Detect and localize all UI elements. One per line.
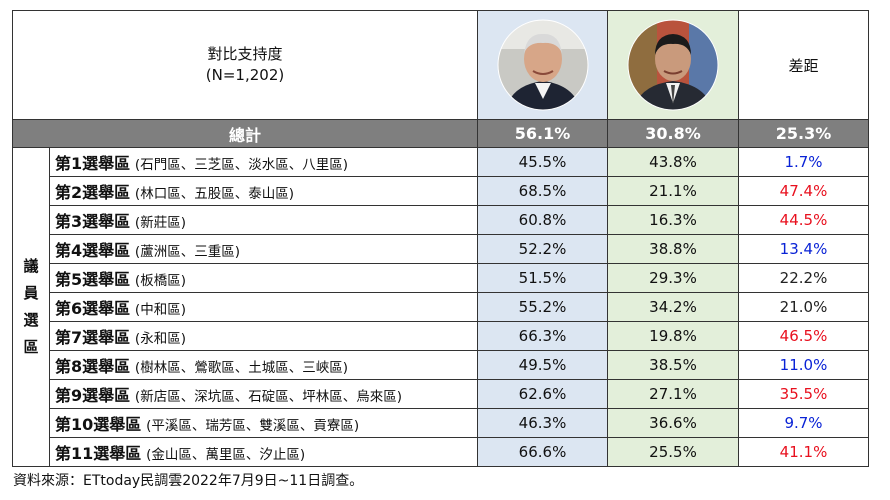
value-diff: 47.4%: [738, 176, 869, 206]
header-sample-size: (N=1,202): [205, 66, 285, 84]
value-candidate-a: 55.2%: [477, 292, 608, 322]
district-name: 第7選舉區: [55, 328, 131, 347]
district-name: 第11選舉區: [55, 444, 142, 463]
category-char: 選: [23, 311, 39, 329]
value-candidate-b: 43.8%: [607, 147, 739, 177]
table-row: 第8選舉區 (樹林區、鶯歌區、土城區、三峽區) 49.5% 38.5% 11.0%: [13, 350, 869, 380]
district-name: 第9選舉區: [55, 386, 131, 405]
diff-header: 差距: [738, 10, 869, 120]
value-candidate-a: 66.3%: [477, 321, 608, 351]
value-candidate-a: 46.3%: [477, 408, 608, 438]
district-name: 第10選舉區: [55, 415, 142, 434]
district-areas: (中和區): [134, 302, 186, 318]
district-name: 第8選舉區: [55, 357, 131, 376]
district-name: 第6選舉區: [55, 299, 131, 318]
value-diff: 22.2%: [738, 263, 869, 293]
total-a: 56.1%: [477, 119, 608, 148]
district-cell: 第8選舉區 (樹林區、鶯歌區、土城區、三峽區): [49, 350, 478, 380]
district-cell: 第3選舉區 (新莊區): [49, 205, 478, 235]
value-candidate-a: 68.5%: [477, 176, 608, 206]
table-row: 第7選舉區 (永和區) 66.3% 19.8% 46.5%: [13, 321, 869, 351]
value-diff: 1.7%: [738, 147, 869, 177]
candidate-b-photo-cell: [607, 10, 739, 120]
header-row: 對比支持度 (N=1,202): [12, 10, 869, 120]
district-name: 第4選舉區: [55, 241, 131, 260]
value-candidate-b: 38.8%: [607, 234, 739, 264]
table-row: 第11選舉區 (金山區、萬里區、汐止區) 66.6% 25.5% 41.1%: [13, 437, 869, 467]
value-candidate-a: 62.6%: [477, 379, 608, 409]
district-areas: (永和區): [134, 331, 186, 347]
category-char: 議: [23, 257, 39, 275]
district-name: 第3選舉區: [55, 212, 131, 231]
table-row: 第5選舉區 (板橋區) 51.5% 29.3% 22.2%: [13, 263, 869, 293]
total-b: 30.8%: [607, 119, 739, 148]
district-cell: 第10選舉區 (平溪區、瑞芳區、雙溪區、貢寮區): [49, 408, 478, 438]
district-cell: 第5選舉區 (板橋區): [49, 263, 478, 293]
poll-table: 對比支持度 (N=1,202): [12, 10, 869, 467]
table-row: 第9選舉區 (新店區、深坑區、石碇區、坪林區、烏來區) 62.6% 27.1% 35.…: [13, 379, 869, 409]
total-label: 總計: [12, 119, 478, 148]
district-areas: (平溪區、瑞芳區、雙溪區、貢寮區): [146, 418, 360, 434]
value-diff: 11.0%: [738, 350, 869, 380]
value-diff: 9.7%: [738, 408, 869, 438]
category-label: 議員選區: [12, 147, 50, 467]
table-row: 第4選舉區 (蘆洲區、三重區) 52.2% 38.8% 13.4%: [13, 234, 869, 264]
value-candidate-b: 16.3%: [607, 205, 739, 235]
district-cell: 第2選舉區 (林口區、五股區、泰山區): [49, 176, 478, 206]
district-cell: 第7選舉區 (永和區): [49, 321, 478, 351]
candidate-a-photo-cell: [477, 10, 608, 120]
value-candidate-b: 27.1%: [607, 379, 739, 409]
value-candidate-a: 51.5%: [477, 263, 608, 293]
value-diff: 44.5%: [738, 205, 869, 235]
value-candidate-a: 45.5%: [477, 147, 608, 177]
value-candidate-b: 36.6%: [607, 408, 739, 438]
district-cell: 第9選舉區 (新店區、深坑區、石碇區、坪林區、烏來區): [49, 379, 478, 409]
candidate-a-photo: [497, 19, 588, 111]
district-cell: 第1選舉區 (石門區、三芝區、淡水區、八里區): [49, 147, 478, 177]
table-row: 第3選舉區 (新莊區) 60.8% 16.3% 44.5%: [13, 205, 869, 235]
category-char: 區: [23, 338, 39, 356]
district-areas: (金山區、萬里區、汐止區): [146, 447, 306, 463]
district-areas: (蘆洲區、三重區): [134, 244, 240, 260]
value-diff: 35.5%: [738, 379, 869, 409]
district-name: 第2選舉區: [55, 183, 131, 202]
candidate-b-photo: [627, 19, 719, 111]
value-candidate-a: 60.8%: [477, 205, 608, 235]
category-char: 員: [23, 284, 39, 302]
header-title: 對比支持度: [207, 45, 283, 63]
total-diff: 25.3%: [738, 119, 869, 148]
district-areas: (板橋區): [134, 273, 186, 289]
value-diff: 41.1%: [738, 437, 869, 467]
district-name: 第5選舉區: [55, 270, 131, 289]
district-areas: (石門區、三芝區、淡水區、八里區): [134, 157, 348, 173]
value-candidate-b: 19.8%: [607, 321, 739, 351]
district-areas: (新店區、深坑區、石碇區、坪林區、烏來區): [134, 389, 402, 405]
district-areas: (樹林區、鶯歌區、土城區、三峽區): [134, 360, 348, 376]
header-title-cell: 對比支持度 (N=1,202): [12, 10, 478, 120]
table-row: 第10選舉區 (平溪區、瑞芳區、雙溪區、貢寮區) 46.3% 36.6% 9.7%: [13, 408, 869, 438]
district-name: 第1選舉區: [55, 154, 131, 173]
value-diff: 46.5%: [738, 321, 869, 351]
value-candidate-b: 21.1%: [607, 176, 739, 206]
value-candidate-b: 38.5%: [607, 350, 739, 380]
source-note: 資料來源：ETtoday民調雲2022年7月9日~11日調查。: [13, 473, 364, 489]
value-diff: 21.0%: [738, 292, 869, 322]
value-candidate-a: 52.2%: [477, 234, 608, 264]
total-row: 總計 56.1% 30.8% 25.3%: [12, 119, 869, 148]
district-areas: (林口區、五股區、泰山區): [134, 186, 294, 202]
district-cell: 第4選舉區 (蘆洲區、三重區): [49, 234, 478, 264]
value-candidate-b: 25.5%: [607, 437, 739, 467]
table-row: 議員選區第1選舉區 (石門區、三芝區、淡水區、八里區) 45.5% 43.8% 1.7…: [12, 147, 869, 467]
district-cell: 第11選舉區 (金山區、萬里區、汐止區): [49, 437, 478, 467]
value-candidate-a: 49.5%: [477, 350, 608, 380]
table-row: 第2選舉區 (林口區、五股區、泰山區) 68.5% 21.1% 47.4%: [13, 176, 869, 206]
district-areas: (新莊區): [134, 215, 186, 231]
value-candidate-b: 29.3%: [607, 263, 739, 293]
table-row: 第6選舉區 (中和區) 55.2% 34.2% 21.0%: [13, 292, 869, 322]
value-candidate-a: 66.6%: [477, 437, 608, 467]
district-cell: 第6選舉區 (中和區): [49, 292, 478, 322]
value-diff: 13.4%: [738, 234, 869, 264]
value-candidate-b: 34.2%: [607, 292, 739, 322]
